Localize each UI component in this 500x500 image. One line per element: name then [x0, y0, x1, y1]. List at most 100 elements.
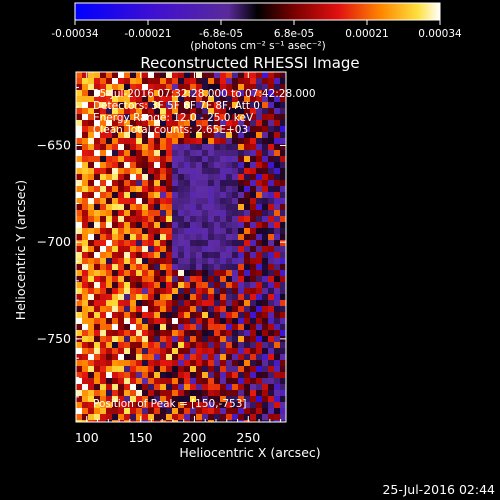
heatmap-pixel	[136, 378, 142, 384]
heatmap-pixel	[166, 390, 172, 396]
heatmap-pixel	[256, 390, 262, 396]
heatmap-pixel	[238, 294, 244, 300]
heatmap-pixel	[184, 144, 190, 150]
heatmap-pixel	[94, 342, 100, 348]
heatmap-pixel	[172, 102, 178, 108]
heatmap-pixel	[142, 402, 148, 408]
heatmap-pixel	[106, 234, 112, 240]
heatmap-pixel	[184, 78, 190, 84]
heatmap-pixel	[142, 396, 148, 402]
heatmap-pixel	[82, 228, 88, 234]
heatmap-pixel	[238, 120, 244, 126]
heatmap-pixel	[94, 372, 100, 378]
heatmap-pixel	[142, 342, 148, 348]
heatmap-pixel	[190, 354, 196, 360]
heatmap-pixel	[220, 252, 226, 258]
heatmap-pixel	[226, 300, 232, 306]
heatmap-pixel	[184, 126, 190, 132]
heatmap-pixel	[112, 102, 118, 108]
heatmap-pixel	[208, 126, 214, 132]
heatmap-pixel	[250, 132, 256, 138]
heatmap-pixel	[220, 390, 226, 396]
heatmap-pixel	[124, 180, 130, 186]
heatmap-pixel	[202, 384, 208, 390]
x-tick-label: 150	[129, 430, 153, 445]
heatmap-pixel	[178, 294, 184, 300]
heatmap-pixel	[112, 312, 118, 318]
heatmap-pixel	[100, 228, 106, 234]
heatmap-pixel	[184, 396, 190, 402]
heatmap-pixel	[238, 360, 244, 366]
heatmap-pixel	[76, 294, 82, 300]
heatmap-pixel	[226, 204, 232, 210]
heatmap-pixel	[226, 360, 232, 366]
heatmap-pixel	[238, 396, 244, 402]
heatmap-pixel	[142, 384, 148, 390]
heatmap-pixel	[232, 336, 238, 342]
heatmap-pixel	[238, 108, 244, 114]
heatmap-pixel	[136, 348, 142, 354]
heatmap-pixel	[274, 156, 280, 162]
heatmap-pixel	[136, 294, 142, 300]
heatmap-pixel	[184, 156, 190, 162]
heatmap-pixel	[94, 270, 100, 276]
heatmap-pixel	[184, 270, 190, 276]
heatmap-pixel	[148, 318, 154, 324]
heatmap-pixel	[262, 222, 268, 228]
heatmap-pixel	[244, 354, 250, 360]
heatmap-pixel	[244, 252, 250, 258]
heatmap-pixel	[136, 120, 142, 126]
heatmap-pixel	[232, 126, 238, 132]
heatmap-pixel	[142, 294, 148, 300]
heatmap-pixel	[226, 162, 232, 168]
heatmap-pixel	[118, 282, 124, 288]
heatmap-pixel	[148, 228, 154, 234]
heatmap-pixel	[280, 222, 286, 228]
heatmap-pixel	[94, 312, 100, 318]
heatmap-pixel	[172, 336, 178, 342]
heatmap-pixel	[94, 162, 100, 168]
heatmap-pixel	[76, 174, 82, 180]
heatmap-pixel	[94, 192, 100, 198]
heatmap-pixel	[262, 246, 268, 252]
heatmap-pixel	[106, 366, 112, 372]
heatmap-pixel	[208, 150, 214, 156]
heatmap-pixel	[142, 330, 148, 336]
heatmap-pixel	[214, 144, 220, 150]
heatmap-pixel	[136, 198, 142, 204]
heatmap-pixel	[118, 228, 124, 234]
heatmap-pixel	[274, 132, 280, 138]
heatmap-pixel	[190, 258, 196, 264]
heatmap-pixel	[280, 396, 286, 402]
heatmap-pixel	[232, 90, 238, 96]
heatmap-pixel	[76, 72, 82, 78]
heatmap-pixel	[250, 180, 256, 186]
heatmap-pixel	[166, 384, 172, 390]
heatmap-pixel	[172, 252, 178, 258]
heatmap-pixel	[82, 114, 88, 120]
heatmap-pixel	[124, 408, 130, 414]
heatmap-pixel	[232, 300, 238, 306]
heatmap-pixel	[244, 204, 250, 210]
heatmap-pixel	[262, 150, 268, 156]
heatmap-pixel	[106, 270, 112, 276]
heatmap-pixel	[262, 162, 268, 168]
heatmap-pixel	[148, 384, 154, 390]
heatmap-pixel	[100, 288, 106, 294]
heatmap-pixel	[160, 78, 166, 84]
heatmap-pixel	[208, 222, 214, 228]
heatmap-pixel	[166, 192, 172, 198]
heatmap-pixel	[94, 282, 100, 288]
heatmap-pixel	[160, 168, 166, 174]
heatmap-pixel	[76, 108, 82, 114]
heatmap-pixel	[274, 126, 280, 132]
heatmap-pixel	[160, 330, 166, 336]
heatmap-pixel	[274, 252, 280, 258]
heatmap-pixel	[166, 228, 172, 234]
heatmap-pixel	[214, 216, 220, 222]
heatmap-pixel	[124, 102, 130, 108]
heatmap-pixel	[166, 150, 172, 156]
heatmap-pixel	[184, 132, 190, 138]
heatmap-pixel	[136, 390, 142, 396]
heatmap-pixel	[76, 186, 82, 192]
